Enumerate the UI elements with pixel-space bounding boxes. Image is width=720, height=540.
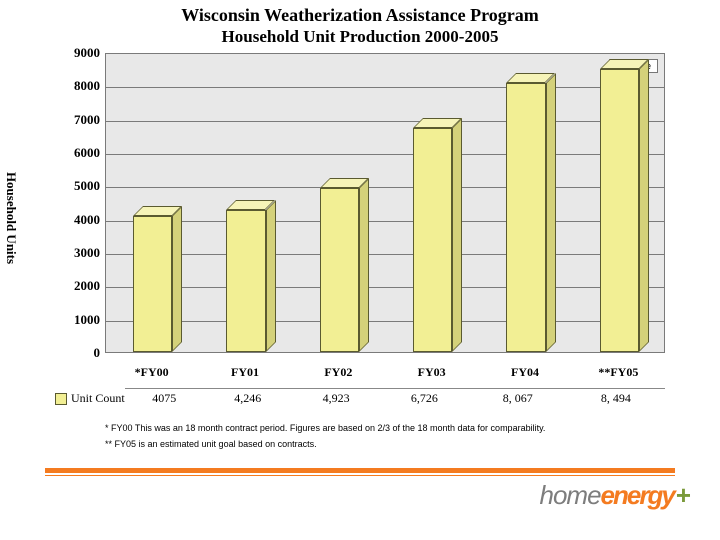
y-tick: 8000 [65, 78, 100, 94]
y-tick: 4000 [65, 212, 100, 228]
value-cell: 8, 494 [567, 389, 665, 409]
chart-container: Wisconsin Weatherization Assistance Prog… [55, 5, 665, 383]
x-tick: FY04 [511, 365, 539, 380]
value-cell: 4075 [125, 389, 204, 409]
x-axis: *FY00 FY01 FY02 FY03 FY04 **FY05 [105, 359, 665, 383]
value-cell: 6,726 [380, 389, 468, 409]
plot-container: Household Units 010002000300040005000600… [55, 53, 665, 383]
bar [133, 216, 172, 352]
bar [226, 210, 265, 352]
x-tick: *FY00 [135, 365, 169, 380]
title-line-2: Household Unit Production 2000-2005 [55, 27, 665, 47]
value-cell: 4,246 [204, 389, 292, 409]
plot-area: Estimate [105, 53, 665, 353]
value-cell: 4,923 [292, 389, 380, 409]
bar [320, 188, 359, 352]
value-row: Unit Count 40754,2464,9236,7268, 0678, 4… [55, 389, 665, 409]
y-tick: 9000 [65, 45, 100, 61]
y-tick: 1000 [65, 312, 100, 328]
footer-rule [45, 468, 675, 476]
logo: homeenergy+ [540, 480, 691, 511]
footnotes: * FY00 This was an 18 month contract per… [105, 420, 545, 452]
x-tick: FY03 [418, 365, 446, 380]
logo-home: home [540, 480, 601, 510]
y-tick: 5000 [65, 178, 100, 194]
y-tick: 7000 [65, 112, 100, 128]
logo-plus: + [676, 480, 690, 510]
bar [413, 128, 452, 352]
y-tick: 3000 [65, 245, 100, 261]
legend-cell: Unit Count [55, 389, 125, 409]
footnote-1: * FY00 This was an 18 month contract per… [105, 420, 545, 436]
data-table: Unit Count 40754,2464,9236,7268, 0678, 4… [55, 388, 665, 408]
x-tick: FY02 [324, 365, 352, 380]
legend-label: Unit Count [71, 391, 125, 405]
y-tick: 2000 [65, 278, 100, 294]
x-tick: FY01 [231, 365, 259, 380]
footnote-2: ** FY05 is an estimated unit goal based … [105, 436, 545, 452]
title-line-1: Wisconsin Weatherization Assistance Prog… [55, 5, 665, 27]
bar [506, 83, 545, 352]
x-tick: **FY05 [598, 365, 638, 380]
logo-energy: energy [601, 480, 674, 510]
legend-swatch [55, 393, 67, 405]
bar-layer [106, 54, 664, 352]
bar [600, 69, 639, 352]
chart-title: Wisconsin Weatherization Assistance Prog… [55, 5, 665, 47]
value-cell: 8, 067 [469, 389, 567, 409]
y-axis-label: Household Units [3, 172, 19, 264]
y-tick: 0 [65, 345, 100, 361]
y-tick: 6000 [65, 145, 100, 161]
